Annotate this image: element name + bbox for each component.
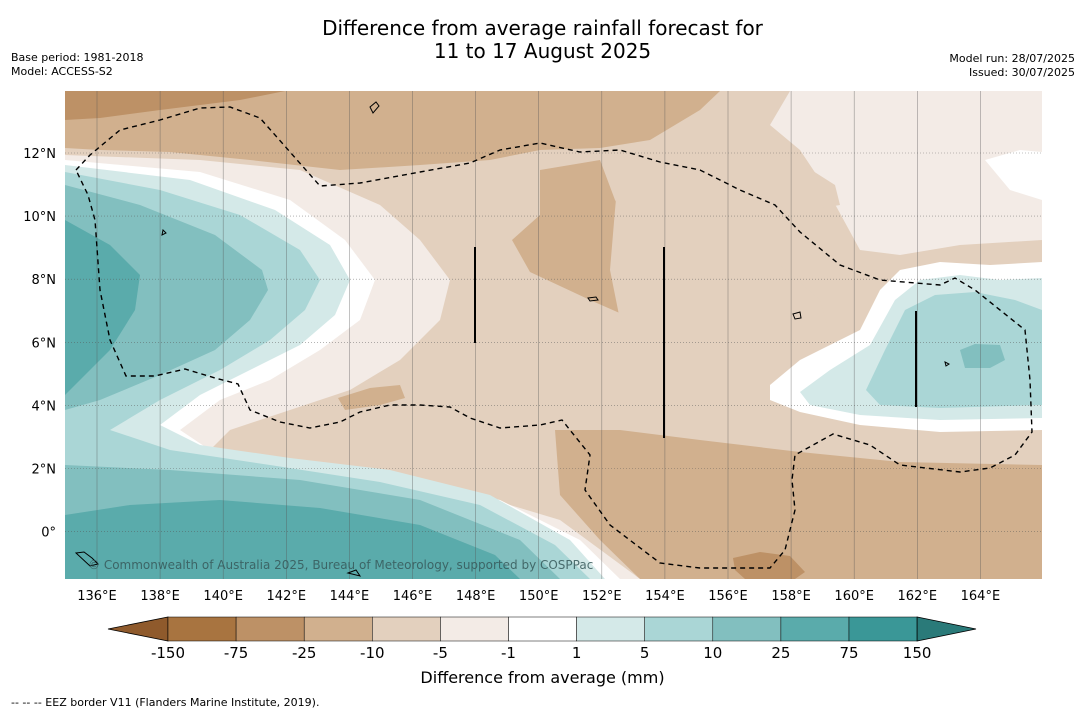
model-run-label: Model run: 28/07/2025 bbox=[949, 52, 1075, 65]
island-outline bbox=[346, 569, 362, 577]
contour-band-neg25-north bbox=[65, 91, 720, 170]
colorbar-swatch bbox=[576, 616, 645, 642]
lon-tick-label: 152°E bbox=[582, 589, 622, 604]
colorbar-swatch bbox=[780, 616, 850, 642]
colorbar-tick-label: -75 bbox=[223, 644, 249, 662]
colorbar-tick-label: 10 bbox=[703, 644, 723, 662]
colorbar-swatch bbox=[167, 616, 237, 642]
lat-tick-label: 2°N bbox=[32, 463, 57, 478]
colorbar-tick-label: -10 bbox=[360, 644, 385, 662]
colorbar-tick-label: 5 bbox=[639, 644, 650, 662]
contour-band-25-75-west-south bbox=[65, 500, 520, 579]
lon-tick-label: 158°E bbox=[771, 589, 811, 604]
contour-band-neg75-north bbox=[65, 91, 285, 120]
colorbar-tick-label: 150 bbox=[902, 644, 932, 662]
lat-tick-label: 8°N bbox=[32, 273, 57, 288]
colorbar-tick-label: -1 bbox=[501, 644, 516, 662]
contour-band-white-ne bbox=[985, 150, 1042, 200]
contour-band-neg10-middle bbox=[610, 135, 840, 378]
island-outline bbox=[587, 296, 599, 302]
contour-band-5-10-east bbox=[866, 292, 1042, 408]
rainfall-contours bbox=[65, 91, 1042, 579]
map-axis-labels: 136°E 138°E 140°E 142°E 144°E 146°E 148°E 150°E… bbox=[23, 147, 1000, 604]
lat-tick-label: 6°N bbox=[32, 336, 57, 351]
colorbar-tick-label: -5 bbox=[432, 644, 448, 662]
colorbar-swatch bbox=[508, 616, 577, 642]
colorbar-swatch bbox=[303, 616, 373, 642]
map-title-line1: Difference from average rainfall forecas… bbox=[322, 16, 763, 40]
colorbar-swatch bbox=[712, 616, 782, 642]
map-gridlines bbox=[65, 91, 1042, 579]
contour-band-neg5-northeast bbox=[770, 91, 1042, 255]
contour-band-10-25-east bbox=[960, 344, 1005, 368]
lon-tick-label: 138°E bbox=[140, 589, 180, 604]
contour-band-25-75-west-north bbox=[65, 220, 140, 395]
colorbar-tick-label: -150 bbox=[150, 644, 186, 662]
forecast-marker-lines bbox=[474, 247, 917, 438]
lat-tick-label: 12°N bbox=[23, 147, 56, 162]
island-outline bbox=[792, 311, 802, 320]
lat-tick-label: 4°N bbox=[32, 399, 57, 414]
colorbar-swatch bbox=[372, 616, 441, 642]
contour-band-10-25-west bbox=[65, 185, 560, 579]
colorbar-title: Difference from average (mm) bbox=[420, 668, 665, 687]
colorbar-swatch bbox=[644, 616, 714, 642]
colorbar-swatch bbox=[440, 616, 509, 642]
colorbar-under-arrow bbox=[107, 616, 169, 642]
island-outline bbox=[944, 361, 950, 367]
lon-tick-label: 154°E bbox=[645, 589, 685, 604]
lon-tick-label: 142°E bbox=[267, 589, 307, 604]
lon-tick-label: 140°E bbox=[203, 589, 243, 604]
lon-tick-label: 156°E bbox=[708, 589, 748, 604]
island-outline bbox=[369, 101, 380, 114]
colorbar-tick-label: -25 bbox=[291, 644, 317, 662]
lon-tick-label: 160°E bbox=[834, 589, 874, 604]
lat-tick-label: 0° bbox=[41, 526, 56, 541]
map-title-line2: 11 to 17 August 2025 bbox=[433, 39, 652, 63]
model-label: Model: ACCESS-S2 bbox=[11, 65, 113, 78]
colorbar-tick-label: 75 bbox=[839, 644, 859, 662]
island-outline bbox=[74, 551, 99, 567]
island-outline bbox=[161, 228, 167, 236]
eez-legend-note: -- -- -- EEZ border V11 (Flanders Marine… bbox=[11, 696, 320, 709]
lon-tick-label: 150°E bbox=[519, 589, 559, 604]
colorbar-swatch bbox=[235, 616, 305, 642]
lon-tick-label: 146°E bbox=[393, 589, 433, 604]
issued-label: Issued: 30/07/2025 bbox=[968, 66, 1075, 79]
base-period-label: Base period: 1981-2018 bbox=[11, 51, 144, 64]
lon-tick-label: 136°E bbox=[77, 589, 117, 604]
colorbar bbox=[107, 616, 977, 642]
eez-border bbox=[75, 106, 1033, 569]
colorbar-tick-label: 25 bbox=[771, 644, 791, 662]
island-outlines bbox=[74, 101, 950, 577]
lon-tick-label: 164°E bbox=[961, 589, 1001, 604]
lon-tick-label: 162°E bbox=[898, 589, 938, 604]
colorbar-swatch bbox=[848, 616, 918, 642]
lon-tick-label: 148°E bbox=[456, 589, 496, 604]
lon-tick-label: 144°E bbox=[330, 589, 370, 604]
lat-tick-label: 10°N bbox=[23, 210, 56, 225]
contour-band-neg25-small bbox=[338, 385, 405, 410]
contour-band-neg75-southeast bbox=[733, 552, 805, 579]
copyright-text: © Commonwealth of Australia 2025, Bureau… bbox=[88, 558, 594, 572]
colorbar-tick-label: 1 bbox=[571, 644, 582, 662]
colorbar-over-arrow bbox=[916, 616, 977, 642]
